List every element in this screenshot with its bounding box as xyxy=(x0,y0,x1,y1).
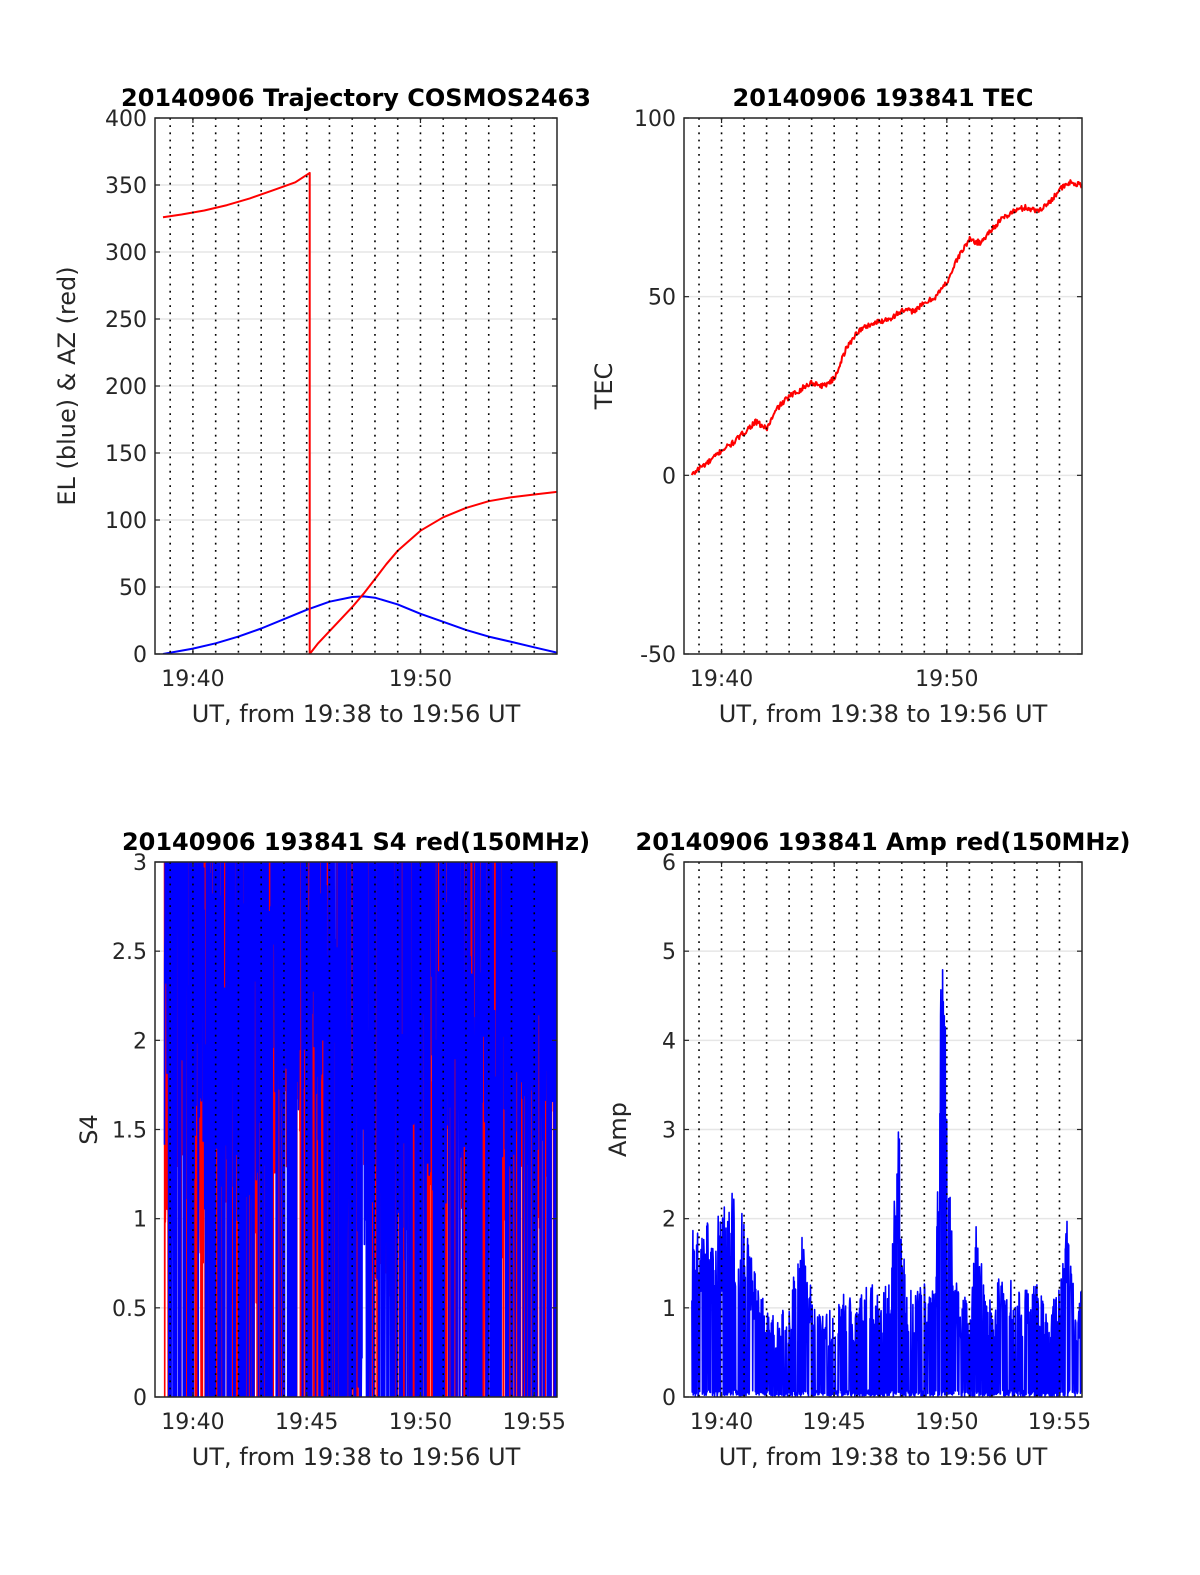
y-axis-label: S4 xyxy=(75,1114,103,1145)
x-axis-label: UT, from 19:38 to 19:56 UT xyxy=(192,700,521,728)
s4-chart: 0 0.5 1 1.5 2 2.5 3 19:40 19:45 19:50 19:55 2014090… xyxy=(75,828,590,1471)
y-tick-label: 400 xyxy=(105,107,147,132)
data-layer xyxy=(691,969,1082,1397)
chart-title: 20140906 193841 TEC xyxy=(733,84,1034,112)
series-line xyxy=(162,595,557,654)
series-line xyxy=(690,179,1082,476)
x-axis-label: UT, from 19:38 to 19:56 UT xyxy=(192,1443,521,1471)
x-tick-label: 19:45 xyxy=(275,1410,338,1435)
y-tick-label: 1 xyxy=(662,1297,676,1322)
y-tick-label: 150 xyxy=(105,442,147,467)
tec-chart: -50 0 50 100 19:40 19:50 20140906 193841 TEC UT… xyxy=(590,84,1083,728)
y-tick-label: 100 xyxy=(105,509,147,534)
x-tick-label: 19:55 xyxy=(1028,1410,1091,1435)
x-axis-label: UT, from 19:38 to 19:56 UT xyxy=(719,700,1048,728)
x-tick-label: 19:50 xyxy=(389,667,452,692)
y-tick-label: 0 xyxy=(133,1386,147,1411)
series-line xyxy=(162,171,557,654)
y-tick-label: 0.5 xyxy=(112,1297,147,1322)
y-tick-label: 1 xyxy=(133,1208,147,1233)
x-tick-label: 19:40 xyxy=(161,1410,224,1435)
x-tick-label: 19:40 xyxy=(690,1410,753,1435)
data-layer xyxy=(162,171,557,654)
x-tick-label: 19:45 xyxy=(802,1410,865,1435)
y-tick-label: 100 xyxy=(634,107,676,132)
y-axis-label: TEC xyxy=(590,363,618,411)
y-tick-label: 200 xyxy=(105,375,147,400)
x-tick-label: 19:40 xyxy=(161,667,224,692)
y-tick-label: 250 xyxy=(105,308,147,333)
y-tick-label: 3 xyxy=(662,1119,676,1144)
x-tick-label: 19:50 xyxy=(915,1410,978,1435)
y-tick-label: 0 xyxy=(133,643,147,668)
y-tick-label: -50 xyxy=(640,643,676,668)
y-tick-label: 2.5 xyxy=(112,940,147,965)
x-tick-label: 19:55 xyxy=(503,1410,566,1435)
amp-chart: 0 1 2 3 4 5 6 19:40 19:45 19:50 19:55 20140906 1938… xyxy=(604,828,1130,1471)
y-tick-label: 2 xyxy=(133,1029,147,1054)
y-tick-label: 1.5 xyxy=(112,1119,147,1144)
y-axis-label: Amp xyxy=(604,1102,632,1157)
chart-title: 20140906 Trajectory COSMOS2463 xyxy=(121,84,591,112)
data-layer xyxy=(163,862,557,1397)
y-tick-label: 3 xyxy=(133,851,147,876)
y-tick-label: 50 xyxy=(119,576,147,601)
y-tick-label: 6 xyxy=(662,851,676,876)
data-layer xyxy=(690,179,1082,476)
y-axis-label: EL (blue) & AZ (red) xyxy=(53,266,81,505)
y-tick-label: 0 xyxy=(662,464,676,489)
axes-box xyxy=(683,117,1083,655)
x-tick-label: 19:40 xyxy=(690,667,753,692)
y-tick-label: 300 xyxy=(105,241,147,266)
y-tick-label: 350 xyxy=(105,174,147,199)
x-axis-label: UT, from 19:38 to 19:56 UT xyxy=(719,1443,1048,1471)
chart-title: 20140906 193841 S4 red(150MHz) xyxy=(122,828,590,856)
y-tick-label: 4 xyxy=(662,1029,676,1054)
series-line xyxy=(163,862,557,1397)
trajectory-chart: 0 50 100 150 200 250 300 350 400 19:40 19:50 201409… xyxy=(53,84,591,728)
x-tick-label: 19:50 xyxy=(915,667,978,692)
chart-title: 20140906 193841 Amp red(150MHz) xyxy=(636,828,1131,856)
y-tick-label: 2 xyxy=(662,1208,676,1233)
y-tick-label: 50 xyxy=(648,286,676,311)
series-line xyxy=(691,969,1082,1397)
x-tick-label: 19:50 xyxy=(389,1410,452,1435)
y-tick-label: 0 xyxy=(662,1386,676,1411)
y-tick-label: 5 xyxy=(662,940,676,965)
